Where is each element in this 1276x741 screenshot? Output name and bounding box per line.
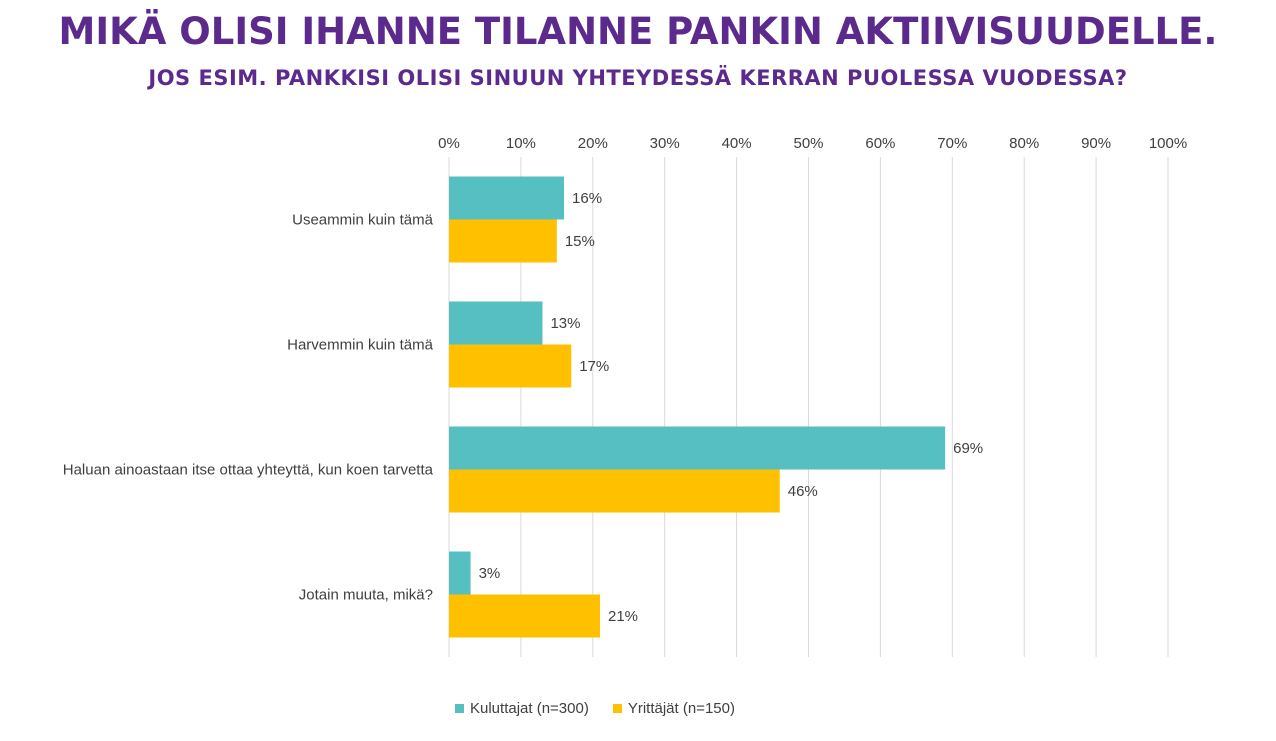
data-label-s0-c3: 3% (479, 565, 501, 582)
data-label-s1-c3: 21% (608, 608, 638, 625)
legend-swatch-kuluttajat (455, 704, 464, 713)
bar-s0-c0 (449, 176, 565, 220)
bar-s1-c0 (449, 219, 557, 263)
chart-title: MIKÄ OLISI IHANNE TILANNE PANKIN AKTIIVI… (58, 10, 1218, 53)
legend-label-kuluttajat: Kuluttajat (n=300) (470, 700, 589, 717)
data-label-s1-c0: 15% (565, 233, 595, 250)
tick-label-2: 20% (578, 135, 608, 152)
data-label-s0-c2: 69% (953, 440, 983, 457)
tick-label-10: 100% (1149, 135, 1187, 152)
tick-label-4: 40% (722, 135, 752, 152)
category-label-0: Useammin kuin tämä (292, 212, 434, 229)
bar-s1-c3 (449, 594, 600, 638)
legend-item-kuluttajat: Kuluttajat (n=300) (455, 700, 589, 717)
data-label-s1-c2: 46% (788, 483, 818, 500)
data-label-s0-c0: 16% (572, 190, 602, 207)
bar-s0-c3 (449, 551, 471, 595)
tick-label-7: 70% (937, 135, 967, 152)
category-label-2: Haluan ainoastaan itse ottaa yhteyttä, k… (63, 462, 434, 479)
tick-label-9: 90% (1081, 135, 1111, 152)
legend-item-yrittajat: Yrittäjät (n=150) (612, 700, 735, 717)
category-label-1: Harvemmin kuin tämä (287, 337, 434, 354)
tick-label-6: 60% (865, 135, 895, 152)
bar-s1-c1 (449, 344, 572, 388)
tick-label-5: 50% (793, 135, 823, 152)
tick-label-1: 10% (506, 135, 536, 152)
legend-label-yrittajat: Yrittäjät (n=150) (627, 700, 735, 717)
legend-swatch-yrittajat (612, 704, 622, 713)
legend: Kuluttajat (n=300) Yrittäjät (n=150) (455, 700, 735, 717)
category-label-3: Jotain muuta, mikä? (299, 587, 433, 604)
chart-subtitle: JOS ESIM. PANKKISI OLISI SINUUN YHTEYDES… (148, 66, 1128, 90)
bar-s1-c2 (449, 469, 780, 513)
data-label-s1-c1: 17% (579, 358, 609, 375)
tick-label-0: 0% (438, 135, 460, 152)
bar-s0-c2 (449, 426, 946, 470)
tick-label-3: 30% (650, 135, 680, 152)
tick-label-8: 80% (1009, 135, 1039, 152)
bar-s0-c1 (449, 301, 543, 345)
data-label-s0-c1: 13% (550, 315, 580, 332)
